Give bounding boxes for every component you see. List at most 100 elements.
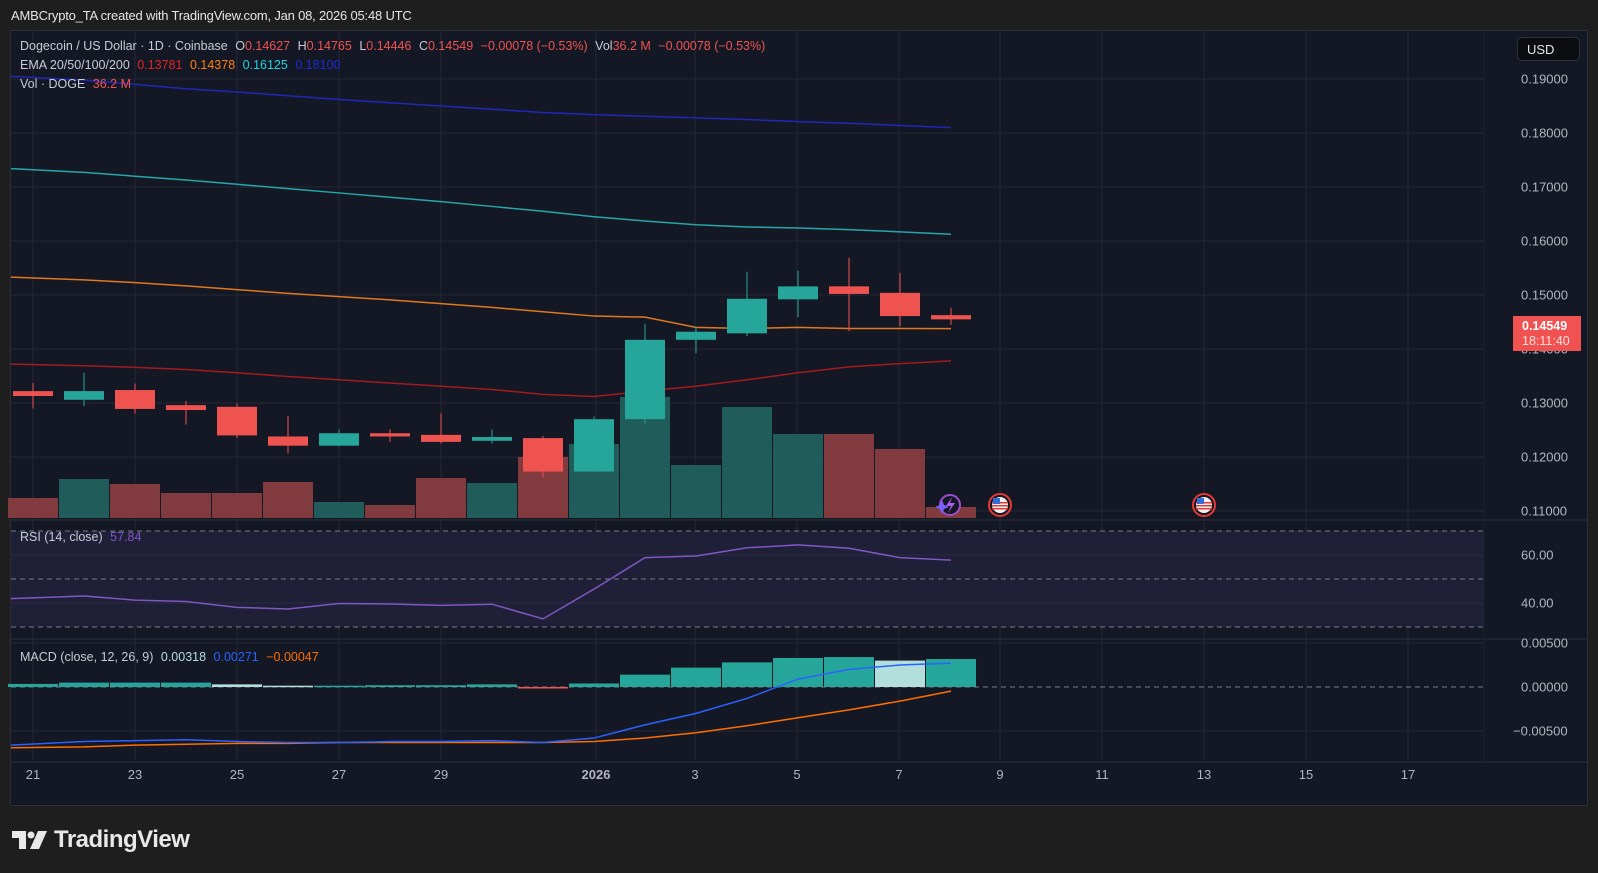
volume-bar	[773, 434, 823, 518]
macd-histogram-bar	[467, 684, 517, 687]
time-axis-tick: 3	[691, 767, 698, 782]
macd-histogram-bar	[671, 667, 721, 687]
price-axis-tick: 0.12000	[1521, 450, 1568, 465]
candle-body[interactable]	[574, 419, 614, 472]
candle-body[interactable]	[421, 434, 461, 442]
candle-body[interactable]	[727, 298, 767, 334]
candle-body[interactable]	[166, 405, 206, 411]
candle-body[interactable]	[676, 331, 716, 340]
volume-bar	[59, 479, 109, 518]
candle-body[interactable]	[829, 286, 869, 294]
symbol-title[interactable]: Dogecoin / US Dollar · 1D · Coinbase	[20, 39, 228, 53]
time-axis-tick: 11	[1095, 767, 1109, 782]
price-axis-tick: 0.13000	[1521, 396, 1568, 411]
time-axis-tick: 13	[1197, 767, 1211, 782]
candle-body[interactable]	[64, 391, 104, 400]
flag-stripe	[992, 505, 1008, 507]
last-price-label: 0.14549 18:11:40	[1513, 316, 1581, 351]
volume-legend[interactable]: Vol · DOGE 36.2 M	[20, 77, 135, 91]
volume-bar	[824, 434, 874, 518]
ema200-value: 0.18100	[295, 58, 341, 72]
macd-signal-line	[10, 690, 952, 749]
price-axis-tick: 0.19000	[1521, 72, 1568, 87]
ema100-value: 0.16125	[242, 58, 288, 72]
candle-body[interactable]	[370, 433, 410, 437]
macd-legend[interactable]: MACD (close, 12, 26, 9) 0.00318 0.00271 …	[20, 650, 323, 664]
macd-axis-tick: 0.00500	[1521, 636, 1568, 651]
macd-label: MACD (close, 12, 26, 9)	[20, 650, 154, 664]
candle-body[interactable]	[472, 437, 512, 441]
candle-body[interactable]	[523, 438, 563, 472]
time-axis-tick: 25	[230, 767, 244, 782]
candle-body[interactable]	[778, 286, 818, 300]
rsi-value: 57.84	[110, 530, 142, 544]
last-price: 0.14549	[1522, 319, 1568, 333]
volume-bar	[365, 505, 415, 518]
volume-value: 36.2 M	[92, 77, 131, 91]
time-axis-tick: 23	[128, 767, 142, 782]
ohlc-low: L0.14446	[359, 39, 412, 53]
macd-line-value: 0.00271	[213, 650, 259, 664]
ohlc-open: O0.14627	[235, 39, 291, 53]
ema-legend[interactable]: EMA 20/50/100/200 0.13781 0.14378 0.1612…	[20, 58, 345, 72]
ema-line-ema100	[10, 167, 952, 235]
tradingview-logo[interactable]: TradingView	[12, 826, 190, 854]
macd-histogram-bar	[518, 687, 568, 689]
candle-body[interactable]	[931, 315, 971, 320]
time-axis-tick: 9	[996, 767, 1003, 782]
macd-histogram-bar	[722, 662, 772, 687]
volume-bar	[161, 493, 211, 518]
macd-histogram-bar	[263, 685, 313, 688]
price-axis-tick: 0.15000	[1521, 288, 1568, 303]
time-axis-tick: 27	[332, 767, 346, 782]
ema-line-ema200	[10, 75, 952, 129]
candle-body[interactable]	[115, 390, 155, 409]
volume-bar	[671, 465, 721, 518]
candle-body[interactable]	[268, 436, 308, 446]
candle-body[interactable]	[13, 391, 53, 396]
volume-bar	[467, 483, 517, 518]
candle-body[interactable]	[625, 339, 665, 420]
price-axis-tick: 0.17000	[1521, 180, 1568, 195]
candle-body[interactable]	[880, 292, 920, 317]
flag-canton	[993, 498, 1000, 504]
sparkle-icon	[935, 500, 949, 514]
ohlc-close: C0.14549	[418, 39, 474, 53]
macd-histogram-bar	[314, 685, 364, 688]
macd-axis-tick: 0.00000	[1521, 680, 1568, 695]
symbol-legend: Dogecoin / US Dollar · 1D · Coinbase O0.…	[20, 39, 769, 53]
chart-credit: AMBCrypto_TA created with TradingView.co…	[11, 8, 412, 23]
volume-bar	[8, 498, 58, 518]
macd-histogram-bar	[110, 682, 160, 687]
macd-hist-value: 0.00318	[160, 650, 207, 664]
volume-bar	[110, 484, 160, 518]
flag-canton	[1197, 498, 1204, 504]
volume-label: Vol · DOGE	[20, 77, 86, 91]
volume-bar	[875, 449, 925, 518]
rsi-axis-tick: 60.00	[1521, 548, 1554, 563]
flag-stripe	[992, 508, 1008, 510]
macd-histogram-bar	[620, 674, 670, 687]
candle-body[interactable]	[319, 433, 359, 446]
macd-line	[10, 662, 952, 746]
ohlc-high: H0.14765	[297, 39, 352, 53]
macd-histogram-bar	[416, 685, 466, 687]
tradingview-wordmark: TradingView	[54, 826, 190, 853]
time-axis-tick: 29	[434, 767, 448, 782]
macd-histogram-bar	[161, 682, 211, 687]
candle-body[interactable]	[217, 406, 257, 436]
volume-inline: Vol36.2 M	[595, 39, 651, 53]
rsi-legend[interactable]: RSI (14, close) 57.84	[20, 530, 145, 544]
currency-button[interactable]: USD	[1517, 37, 1580, 61]
rsi-line	[10, 544, 952, 620]
volume-bar	[212, 493, 262, 518]
macd-histogram-bar	[773, 657, 823, 687]
ema50-value: 0.14378	[189, 58, 236, 72]
rsi-label: RSI (14, close)	[20, 530, 103, 544]
time-axis-tick: 15	[1299, 767, 1313, 782]
rsi-axis-tick: 40.00	[1521, 596, 1554, 611]
time-axis-tick: 17	[1401, 767, 1415, 782]
macd-histogram-bar	[212, 684, 262, 687]
volume-bar	[314, 502, 364, 518]
